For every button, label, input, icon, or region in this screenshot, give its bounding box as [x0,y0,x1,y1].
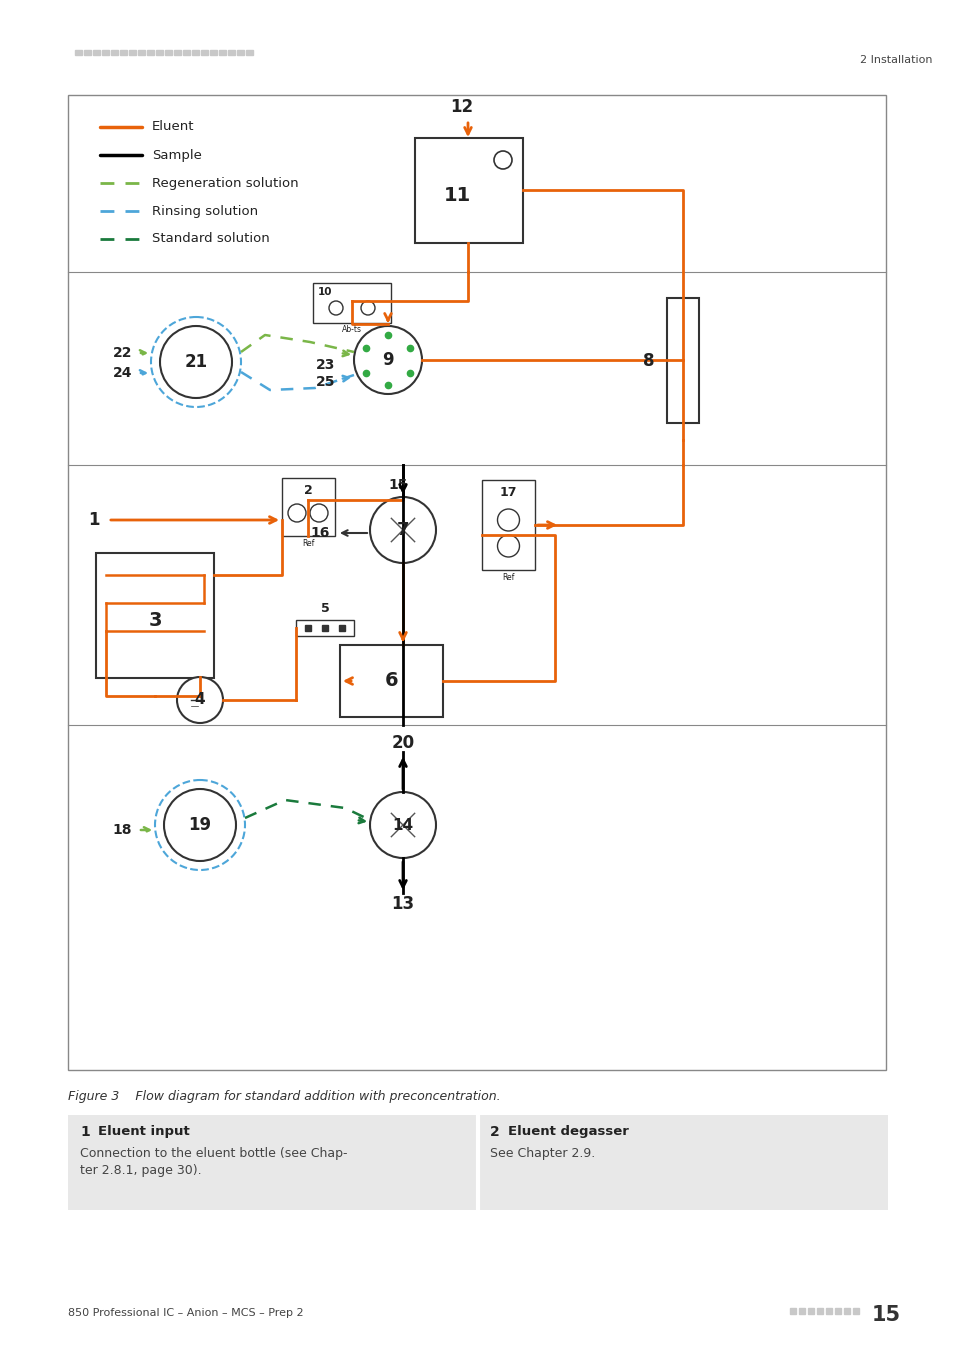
Bar [138,50,145,55]
Bar [201,50,208,55]
Bar [807,1308,813,1314]
Text: 1: 1 [89,512,100,529]
Bar [165,50,172,55]
Text: 5: 5 [320,602,329,616]
Circle shape [160,325,232,398]
Text: Ref: Ref [502,572,515,582]
Bar [192,50,199,55]
Text: 1: 1 [80,1125,90,1139]
Text: 15: 15 [388,478,407,491]
Text: 22: 22 [112,346,132,360]
Text: 850 Professional IC – Anion – MCS – Prep 2: 850 Professional IC – Anion – MCS – Prep… [68,1308,303,1318]
Text: 4: 4 [194,693,205,707]
Bar [852,1308,858,1314]
Bar [147,50,153,55]
Bar [834,1308,841,1314]
Circle shape [329,301,343,315]
Bar [825,1308,831,1314]
Bar [96,554,213,678]
Circle shape [288,504,306,522]
Bar [799,1308,804,1314]
Circle shape [370,497,436,563]
Bar [84,50,91,55]
Text: 13: 13 [391,895,415,913]
Bar [228,50,234,55]
Bar [789,1308,795,1314]
Bar [246,50,253,55]
Bar [183,50,190,55]
Text: 19: 19 [189,815,212,834]
Bar [339,645,442,717]
Text: 8: 8 [642,351,654,370]
Text: 2 Installation: 2 Installation [859,55,931,65]
Text: Eluent degasser: Eluent degasser [507,1125,628,1138]
Text: Ab-ts: Ab-ts [341,325,361,333]
Circle shape [164,788,235,861]
Circle shape [360,301,375,315]
Text: 11: 11 [443,186,470,205]
Text: Figure 3    Flow diagram for standard addition with preconcentration.: Figure 3 Flow diagram for standard addit… [68,1089,500,1103]
Bar [173,50,181,55]
Text: 7: 7 [396,521,409,539]
Bar [120,50,127,55]
Bar [843,1308,849,1314]
Text: 9: 9 [382,351,394,369]
Bar [102,50,109,55]
Circle shape [494,151,512,169]
Text: Rinsing solution: Rinsing solution [152,204,258,217]
Text: Sample: Sample [152,148,202,162]
Bar [313,284,391,323]
Bar [481,481,535,570]
Bar [129,50,136,55]
Bar [92,50,100,55]
Text: Ref: Ref [302,539,314,548]
Bar [68,1115,887,1210]
Text: 18: 18 [112,824,132,837]
Bar [111,50,118,55]
Circle shape [354,325,421,394]
Bar [156,50,163,55]
Text: See Chapter 2.9.: See Chapter 2.9. [490,1148,595,1160]
Text: 17: 17 [499,486,517,500]
Text: 23: 23 [315,358,335,373]
Text: 20: 20 [391,734,415,752]
Text: 12: 12 [450,99,473,116]
Bar [75,50,82,55]
Text: 6: 6 [384,671,398,690]
Text: Regeneration solution: Regeneration solution [152,177,298,189]
Text: 2: 2 [304,485,313,497]
Text: Connection to the eluent bottle (see Chap-
ter 2.8.1, page 30).: Connection to the eluent bottle (see Cha… [80,1148,347,1177]
Text: 16: 16 [311,526,330,540]
Bar [666,298,699,423]
Text: Eluent input: Eluent input [98,1125,190,1138]
Bar [295,620,354,636]
Text: Standard solution: Standard solution [152,232,270,246]
Bar [219,50,226,55]
Circle shape [497,509,519,531]
Bar [210,50,216,55]
Text: 15: 15 [871,1305,901,1324]
Text: 10: 10 [317,288,333,297]
Circle shape [177,676,223,724]
Text: 21: 21 [184,352,208,371]
Text: 24: 24 [112,366,132,379]
Circle shape [497,535,519,558]
Bar [816,1308,822,1314]
Text: Eluent: Eluent [152,120,194,134]
Bar [68,95,885,1071]
Bar [236,50,244,55]
Bar [415,138,522,243]
Circle shape [310,504,328,522]
Text: 3: 3 [148,612,162,630]
Text: 25: 25 [315,375,335,389]
Bar [282,478,335,536]
Text: 2: 2 [490,1125,499,1139]
Circle shape [370,792,436,859]
Text: 14: 14 [392,818,414,833]
